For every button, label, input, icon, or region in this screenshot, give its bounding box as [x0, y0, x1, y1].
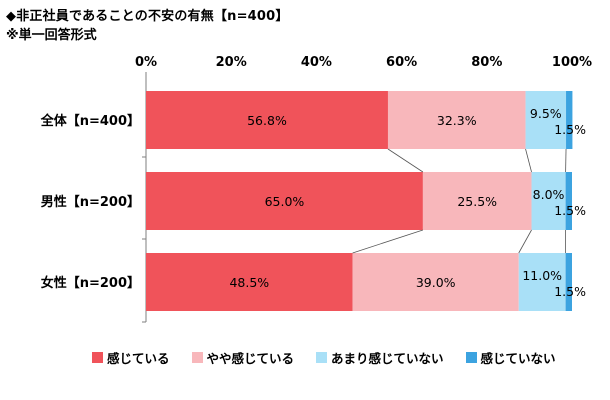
legend-swatch: [191, 352, 203, 363]
category-label: 女性【n=200】: [41, 275, 140, 291]
data-label: 39.0%: [416, 275, 456, 290]
bar-segment: [146, 172, 423, 230]
data-label: 9.5%: [530, 106, 562, 121]
x-tick-label: 0%: [135, 55, 157, 70]
data-label: 1.5%: [554, 284, 586, 299]
series-connector-line: [352, 229, 424, 254]
stacked-bar-chart: 0% 20% 40% 60% 80% 100% 全体【n=400】男性【n=200】女性【n…: [40, 55, 592, 323]
bar-segment: [387, 91, 526, 149]
series-connector-line: [518, 229, 532, 254]
category-label: 全体【n=400】: [40, 113, 140, 129]
data-label: 25.5%: [457, 194, 497, 209]
x-tick-label: 100%: [552, 55, 592, 70]
chart-title: ◆非正社員であることの不安の有無【n=400】: [6, 9, 289, 24]
bar-segment: [565, 172, 572, 230]
series-connector-line: [525, 148, 532, 173]
legend-swatch: [465, 352, 477, 363]
legend-label: やや感じている: [206, 351, 295, 366]
category-label: 男性【n=200】: [41, 194, 140, 210]
legend-label: あまり感じていない: [331, 351, 444, 366]
data-label: 56.8%: [247, 113, 287, 128]
bar-segment: [525, 91, 567, 149]
bar-segment: [531, 172, 566, 230]
x-tick-label: 20%: [216, 55, 247, 70]
chart-legend: 感じている やや感じている あまり感じていない 感じていない: [92, 348, 574, 367]
x-tick-label: 40%: [301, 55, 332, 70]
legend-swatch: [92, 352, 103, 363]
bar-segment: [146, 91, 388, 149]
data-label: 65.0%: [265, 194, 305, 209]
legend-swatch: [316, 352, 328, 363]
x-tick-label: 80%: [471, 55, 502, 70]
bar-segment: [352, 253, 519, 311]
legend-item: 感じている: [92, 348, 170, 367]
legend-item: やや感じている: [191, 348, 295, 367]
legend-label: 感じている: [107, 351, 170, 366]
bar-segment: [146, 253, 353, 311]
bar-segment: [566, 91, 573, 149]
legend-label: 感じていない: [480, 351, 556, 366]
legend-item: 感じていない: [465, 348, 556, 367]
series-connector-line: [387, 148, 424, 173]
data-label: 11.0%: [522, 268, 562, 283]
bar-segment: [565, 253, 572, 311]
data-label: 1.5%: [554, 122, 586, 137]
chart-subtitle: ※単一回答形式: [6, 28, 97, 43]
legend-item: あまり感じていない: [316, 348, 444, 367]
data-label: 8.0%: [533, 187, 565, 202]
bar-segment: [422, 172, 532, 230]
data-label: 32.3%: [437, 113, 477, 128]
data-label: 1.5%: [554, 203, 586, 218]
data-label: 48.5%: [229, 275, 269, 290]
bar-segment: [518, 253, 566, 311]
x-tick-label: 60%: [386, 55, 417, 70]
